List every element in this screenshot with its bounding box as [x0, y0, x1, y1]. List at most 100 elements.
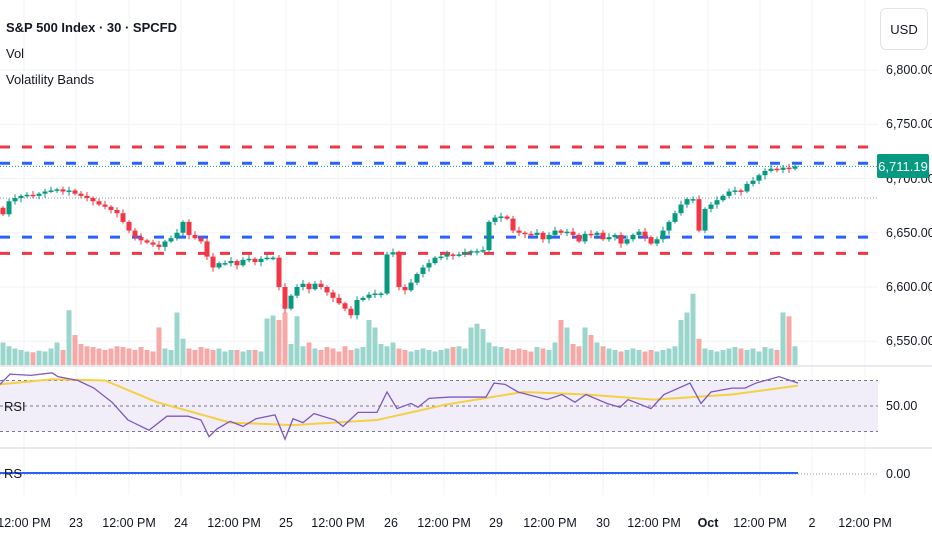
candle-body: [462, 252, 468, 255]
candle-body: [138, 237, 144, 241]
candle-body: [288, 295, 294, 309]
candle-body: [276, 257, 282, 287]
volume-bar: [36, 350, 42, 365]
volume-bar: [594, 342, 600, 365]
volume-bar: [402, 350, 408, 365]
candle-body: [360, 297, 366, 301]
candle-body: [342, 303, 348, 309]
candle-body: [168, 238, 174, 242]
candle-body: [24, 194, 30, 197]
volume-bar: [762, 347, 768, 365]
candle-body: [720, 195, 726, 201]
symbol-title[interactable]: S&P 500 Index · 30 · SPCFD: [6, 20, 177, 35]
volume-bar: [354, 348, 360, 365]
candle-body: [522, 232, 528, 235]
volume-bar: [390, 342, 396, 365]
volume-bar: [156, 327, 162, 365]
candle-body: [402, 287, 408, 291]
candle-body: [354, 300, 360, 316]
volume-bar: [738, 348, 744, 365]
time-axis-label: 12:00 PM: [627, 516, 681, 530]
volume-bar: [204, 348, 210, 365]
candle-body: [216, 263, 222, 268]
currency-button[interactable]: USD: [880, 8, 928, 50]
candle-body: [408, 282, 414, 291]
volume-bar: [132, 350, 138, 365]
candle-body: [228, 260, 234, 264]
volume-bar: [78, 344, 84, 365]
candle-body: [744, 183, 750, 192]
volume-bar: [516, 348, 522, 365]
volume-bar: [774, 350, 780, 365]
candle-body: [144, 240, 150, 243]
volume-bar: [294, 316, 300, 365]
volume-bar: [240, 351, 246, 365]
candle-body: [570, 231, 576, 235]
candle-body: [510, 218, 516, 231]
volume-bar: [300, 346, 306, 365]
volume-bar: [228, 350, 234, 365]
volume-bar: [66, 310, 72, 365]
volume-bar: [480, 329, 486, 365]
candle-body: [498, 216, 504, 218]
volume-bar: [534, 347, 540, 365]
rsi-tick-label: 50.00: [886, 399, 918, 413]
volume-bar: [612, 350, 618, 365]
volume-bar: [504, 348, 510, 365]
candle-body: [372, 293, 378, 296]
candle-body: [600, 232, 606, 240]
candle-body: [630, 234, 636, 240]
volume-bar: [522, 350, 528, 365]
candle-body: [750, 180, 756, 184]
candle-body: [294, 287, 300, 296]
candle-body: [726, 191, 732, 196]
candle-body: [480, 250, 486, 252]
volume-bar: [726, 348, 732, 365]
candle-body: [120, 213, 126, 222]
candle-body: [696, 199, 702, 231]
rs-tick-label: 0.00: [886, 467, 911, 481]
candle-body: [768, 168, 774, 171]
volume-bar: [312, 348, 318, 365]
candle-body: [252, 258, 258, 263]
volume-bar: [444, 348, 450, 365]
candle-body: [642, 231, 648, 238]
volume-bar: [420, 348, 426, 365]
time-axis-label: 2: [808, 516, 816, 530]
indicator-volatility-bands-label[interactable]: Volatility Bands: [6, 72, 95, 87]
price-tick-label: 6,650.00: [886, 225, 932, 240]
volume-bar: [756, 351, 762, 365]
candle-body: [588, 233, 594, 236]
candle-body: [438, 256, 444, 259]
candle-body: [264, 257, 270, 260]
candle-body: [102, 204, 108, 207]
volume-bar: [414, 350, 420, 365]
volume-bar: [630, 348, 636, 365]
candle-body: [468, 251, 474, 253]
volume-bar: [408, 351, 414, 365]
candle-body: [378, 293, 384, 296]
volume-bar: [60, 350, 66, 365]
candle-body: [648, 237, 654, 244]
candle-body: [90, 198, 96, 202]
candle-body: [48, 190, 54, 192]
candle-body: [714, 200, 720, 205]
candle-body: [444, 254, 450, 257]
volume-bar: [486, 342, 492, 365]
candle-body: [426, 263, 432, 268]
time-axis-label: Oct: [697, 516, 719, 530]
time-axis-label: 12:00 PM: [102, 516, 156, 530]
volume-bar: [618, 351, 624, 365]
volume-bar: [186, 348, 192, 365]
candle-body: [36, 193, 42, 196]
volume-bar: [306, 342, 312, 365]
volume-bar: [72, 335, 78, 365]
volume-bar: [642, 351, 648, 365]
candle-body: [756, 175, 762, 181]
indicator-vol-label[interactable]: Vol: [6, 46, 25, 61]
candle-body: [192, 234, 198, 239]
candle-body: [786, 167, 792, 170]
candle-body: [336, 297, 342, 304]
candle-body: [420, 267, 426, 274]
